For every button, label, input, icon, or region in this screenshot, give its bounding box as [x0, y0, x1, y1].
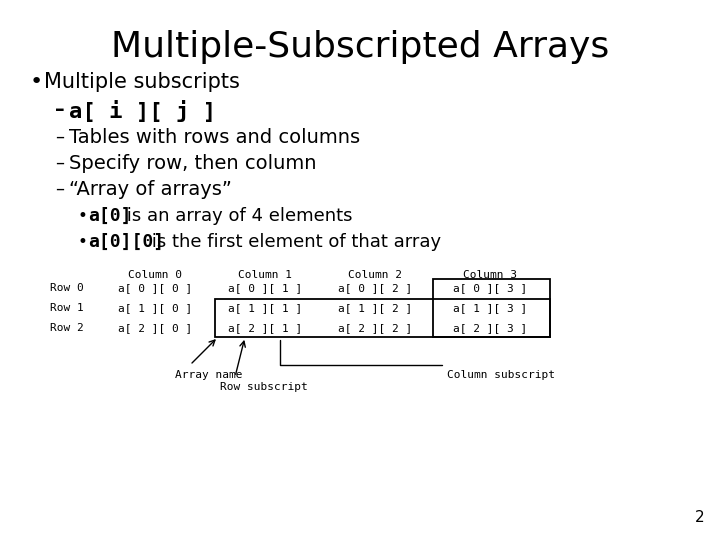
Text: a[ 0 ][ 3 ]: a[ 0 ][ 3 ] — [453, 283, 527, 293]
Text: •: • — [78, 233, 88, 251]
Text: a[ i ][ j ]: a[ i ][ j ] — [69, 100, 216, 122]
Text: Tables with rows and columns: Tables with rows and columns — [69, 128, 360, 147]
Text: –: – — [55, 100, 65, 119]
Text: a[ 1 ][ 2 ]: a[ 1 ][ 2 ] — [338, 303, 412, 313]
Text: Specify row, then column: Specify row, then column — [69, 154, 317, 173]
Text: Row 0: Row 0 — [50, 283, 84, 293]
Text: Row subscript: Row subscript — [220, 382, 307, 392]
Text: Column subscript: Column subscript — [447, 370, 555, 380]
Text: is an array of 4 elements: is an array of 4 elements — [121, 207, 353, 225]
Text: a[ 0 ][ 0 ]: a[ 0 ][ 0 ] — [118, 283, 192, 293]
Text: a[ 0 ][ 2 ]: a[ 0 ][ 2 ] — [338, 283, 412, 293]
Text: Column 3: Column 3 — [463, 270, 517, 280]
Text: is the first element of that array: is the first element of that array — [146, 233, 441, 251]
Text: a[ 2 ][ 3 ]: a[ 2 ][ 3 ] — [453, 323, 527, 333]
Text: “Array of arrays”: “Array of arrays” — [69, 180, 232, 199]
Text: –: – — [55, 154, 64, 172]
Text: a[ 2 ][ 0 ]: a[ 2 ][ 0 ] — [118, 323, 192, 333]
Text: –: – — [55, 180, 64, 198]
Text: a[ 0 ][ 1 ]: a[ 0 ][ 1 ] — [228, 283, 302, 293]
Text: •: • — [78, 207, 88, 225]
Text: Column 0: Column 0 — [128, 270, 182, 280]
Text: a[ 1 ][ 1 ]: a[ 1 ][ 1 ] — [228, 303, 302, 313]
Bar — [433, 279, 550, 337]
Text: a[0]: a[0] — [88, 207, 132, 225]
Text: Multiple-Subscripted Arrays: Multiple-Subscripted Arrays — [111, 30, 609, 64]
Text: Row 1: Row 1 — [50, 303, 84, 313]
Text: –: – — [55, 128, 64, 146]
Text: Column 1: Column 1 — [238, 270, 292, 280]
Text: Row 2: Row 2 — [50, 323, 84, 333]
Text: a[0][0]: a[0][0] — [88, 233, 164, 251]
Text: Array name: Array name — [175, 370, 243, 380]
Text: a[ 2 ][ 1 ]: a[ 2 ][ 1 ] — [228, 323, 302, 333]
Text: 2: 2 — [696, 510, 705, 525]
Text: a[ 1 ][ 0 ]: a[ 1 ][ 0 ] — [118, 303, 192, 313]
Text: •: • — [30, 72, 43, 92]
Text: Column 2: Column 2 — [348, 270, 402, 280]
Text: a[ 2 ][ 2 ]: a[ 2 ][ 2 ] — [338, 323, 412, 333]
Text: Multiple subscripts: Multiple subscripts — [44, 72, 240, 92]
Text: a[ 1 ][ 3 ]: a[ 1 ][ 3 ] — [453, 303, 527, 313]
Bar — [215, 299, 550, 337]
